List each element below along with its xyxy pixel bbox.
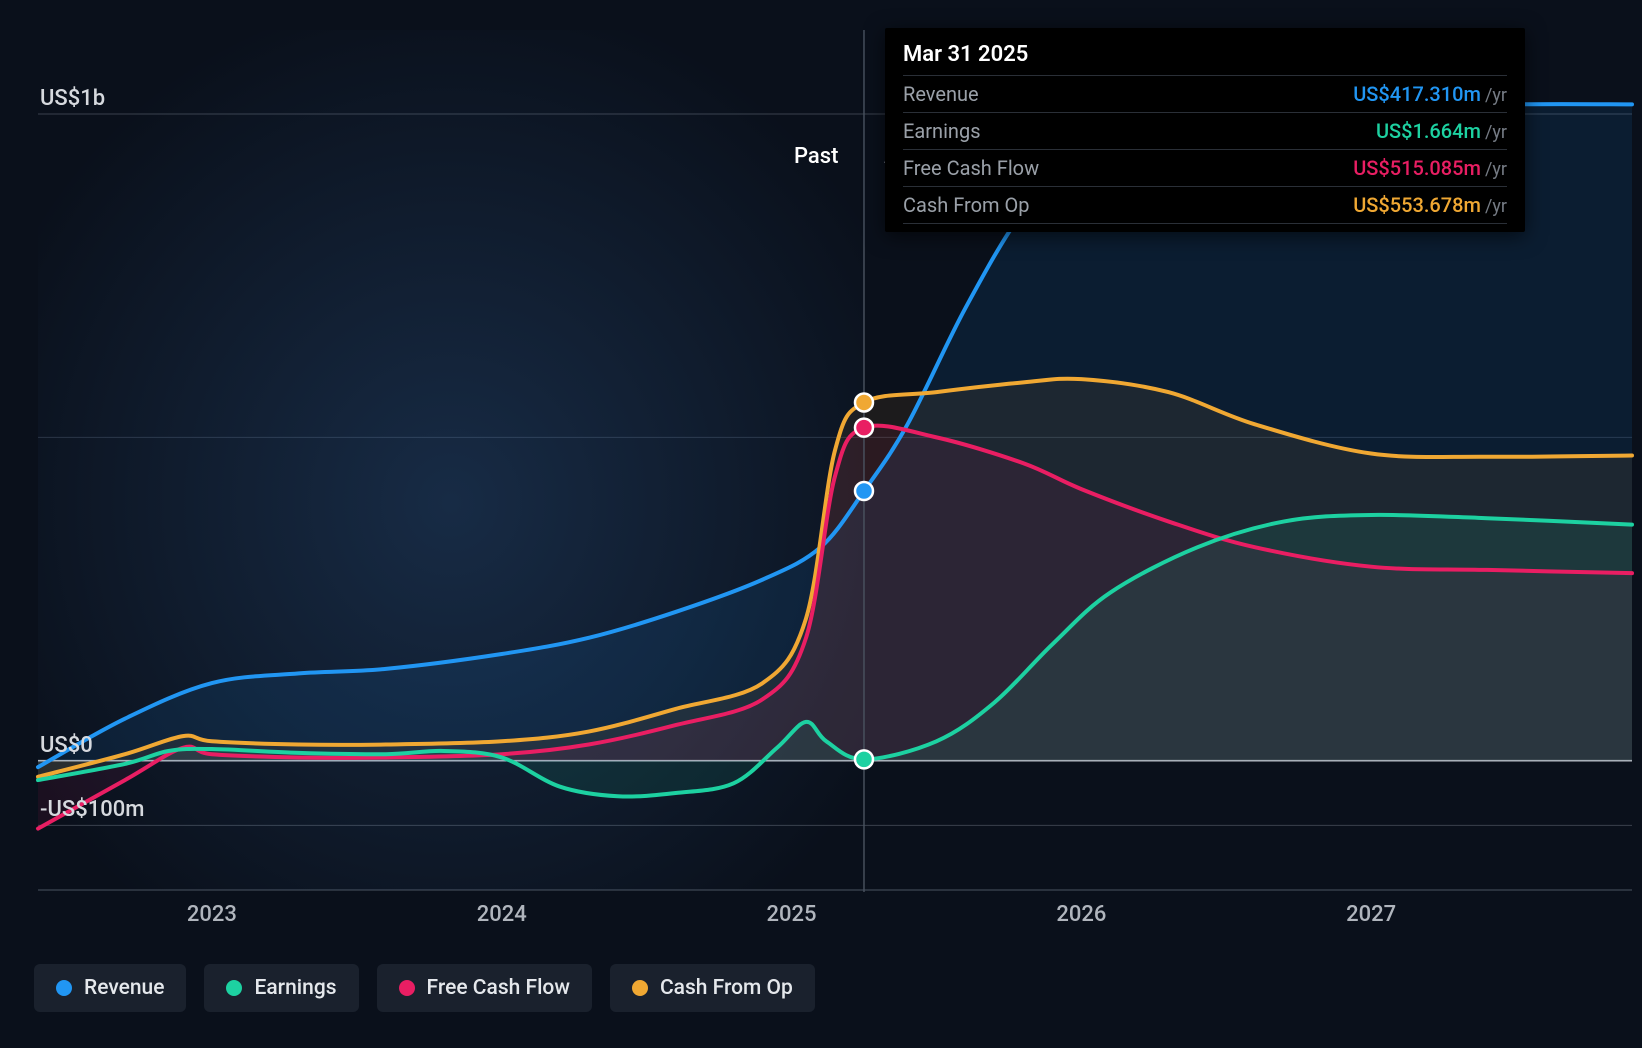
tooltip-row: Free Cash Flow US$515.085m/yr [903, 149, 1507, 186]
tooltip-row: Earnings US$1.664m/yr [903, 112, 1507, 149]
tooltip-row-label: Revenue [903, 82, 979, 106]
x-axis-tick-label: 2025 [767, 902, 817, 927]
legend-dot-icon [226, 980, 242, 996]
tooltip-row-unit: /yr [1485, 85, 1507, 106]
legend-label: Revenue [84, 976, 164, 1000]
legend-label: Free Cash Flow [427, 976, 570, 1000]
x-axis-tick-label: 2023 [187, 902, 237, 927]
tooltip-row-value: US$515.085m [1353, 156, 1481, 180]
tooltip-row: Cash From Op US$553.678m/yr [903, 186, 1507, 224]
legend-dot-icon [56, 980, 72, 996]
past-label: Past [794, 144, 838, 169]
tooltip-row-unit: /yr [1485, 196, 1507, 217]
x-axis-tick-label: 2026 [1056, 902, 1106, 927]
hover-tooltip: Mar 31 2025 RevenueUS$417.310m/yrEarning… [885, 28, 1525, 232]
x-axis-tick-label: 2027 [1346, 902, 1396, 927]
tooltip-date: Mar 31 2025 [903, 42, 1507, 75]
tooltip-row-value: US$417.310m [1353, 82, 1481, 106]
tooltip-row-label: Free Cash Flow [903, 156, 1039, 180]
x-axis-tick-label: 2024 [477, 902, 527, 927]
legend-item-cash_from_op[interactable]: Cash From Op [610, 964, 815, 1012]
legend-label: Cash From Op [660, 976, 793, 1000]
tooltip-row-label: Cash From Op [903, 193, 1029, 217]
y-axis-tick-label: -US$100m [40, 797, 144, 822]
tooltip-row-value: US$1.664m [1376, 119, 1481, 143]
y-axis-tick-label: US$1b [40, 86, 105, 111]
y-axis-tick-label: US$0 [40, 733, 93, 758]
tooltip-row: Revenue US$417.310m/yr [903, 75, 1507, 112]
legend-dot-icon [399, 980, 415, 996]
tooltip-row-unit: /yr [1485, 159, 1507, 180]
legend-item-revenue[interactable]: Revenue [34, 964, 186, 1012]
legend-label: Earnings [254, 976, 336, 1000]
tooltip-row-label: Earnings [903, 119, 981, 143]
financials-chart: US$1b US$0 -US$100m 2023 2024 2025 2026 2027 P… [0, 0, 1642, 1048]
tooltip-row-unit: /yr [1485, 122, 1507, 143]
chart-legend: Revenue Earnings Free Cash Flow Cash From O… [34, 964, 815, 1012]
legend-item-earnings[interactable]: Earnings [204, 964, 358, 1012]
tooltip-row-value: US$553.678m [1353, 193, 1481, 217]
legend-dot-icon [632, 980, 648, 996]
legend-item-free_cash_flow[interactable]: Free Cash Flow [377, 964, 592, 1012]
